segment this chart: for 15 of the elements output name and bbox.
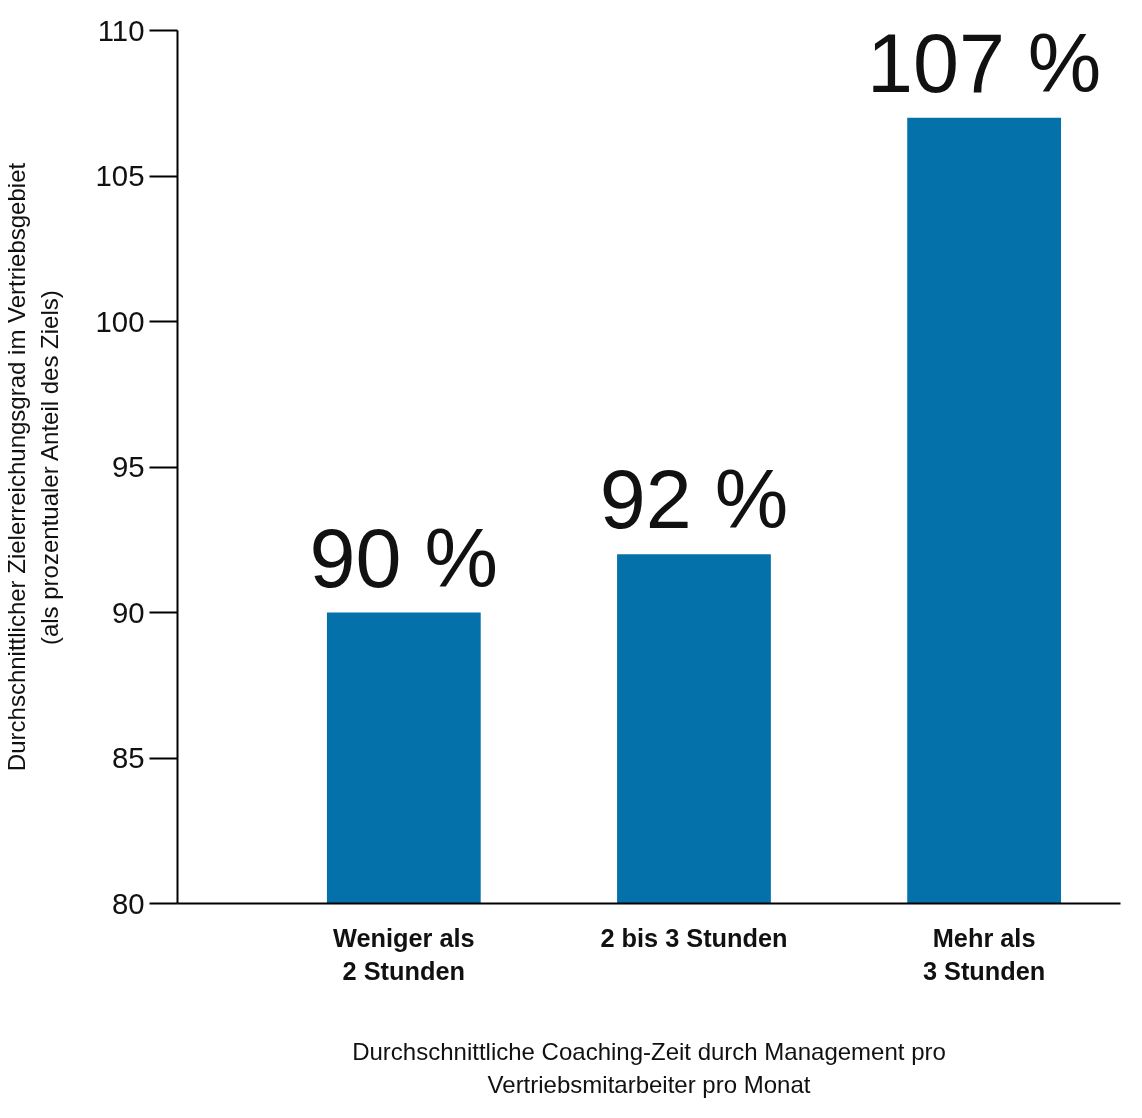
x-axis-title: Durchschnittliche Coaching-Zeit durch Management pro Vertriebsmitarbeiter pro Monat: [352, 1038, 946, 1098]
data-label: 90 %: [309, 511, 499, 605]
x-tick-label: 2 bis 3 Stunden: [600, 923, 788, 952]
x-tick-label: Mehr als 3 Stunden: [922, 923, 1046, 986]
y-tick-label: 80: [111, 886, 145, 920]
data-label: 92 %: [599, 453, 789, 547]
y-tick-label: 110: [97, 13, 145, 47]
x-tick-label: Weniger als 2 Stunden: [332, 923, 475, 986]
y-tick-label: 105: [95, 159, 145, 192]
y-tick-label: 95: [111, 450, 145, 483]
y-tick-label: 90: [111, 595, 145, 629]
data-label: 107 %: [866, 16, 1102, 110]
y-tick-label: 100: [95, 304, 145, 338]
y-tick-label: 85: [111, 741, 145, 774]
y-axis-title: Durchschnittlicher Zielerreichungsgrad im Vertriebsgebiet (als prozentualer Anteil des Ziels): [3, 162, 63, 772]
